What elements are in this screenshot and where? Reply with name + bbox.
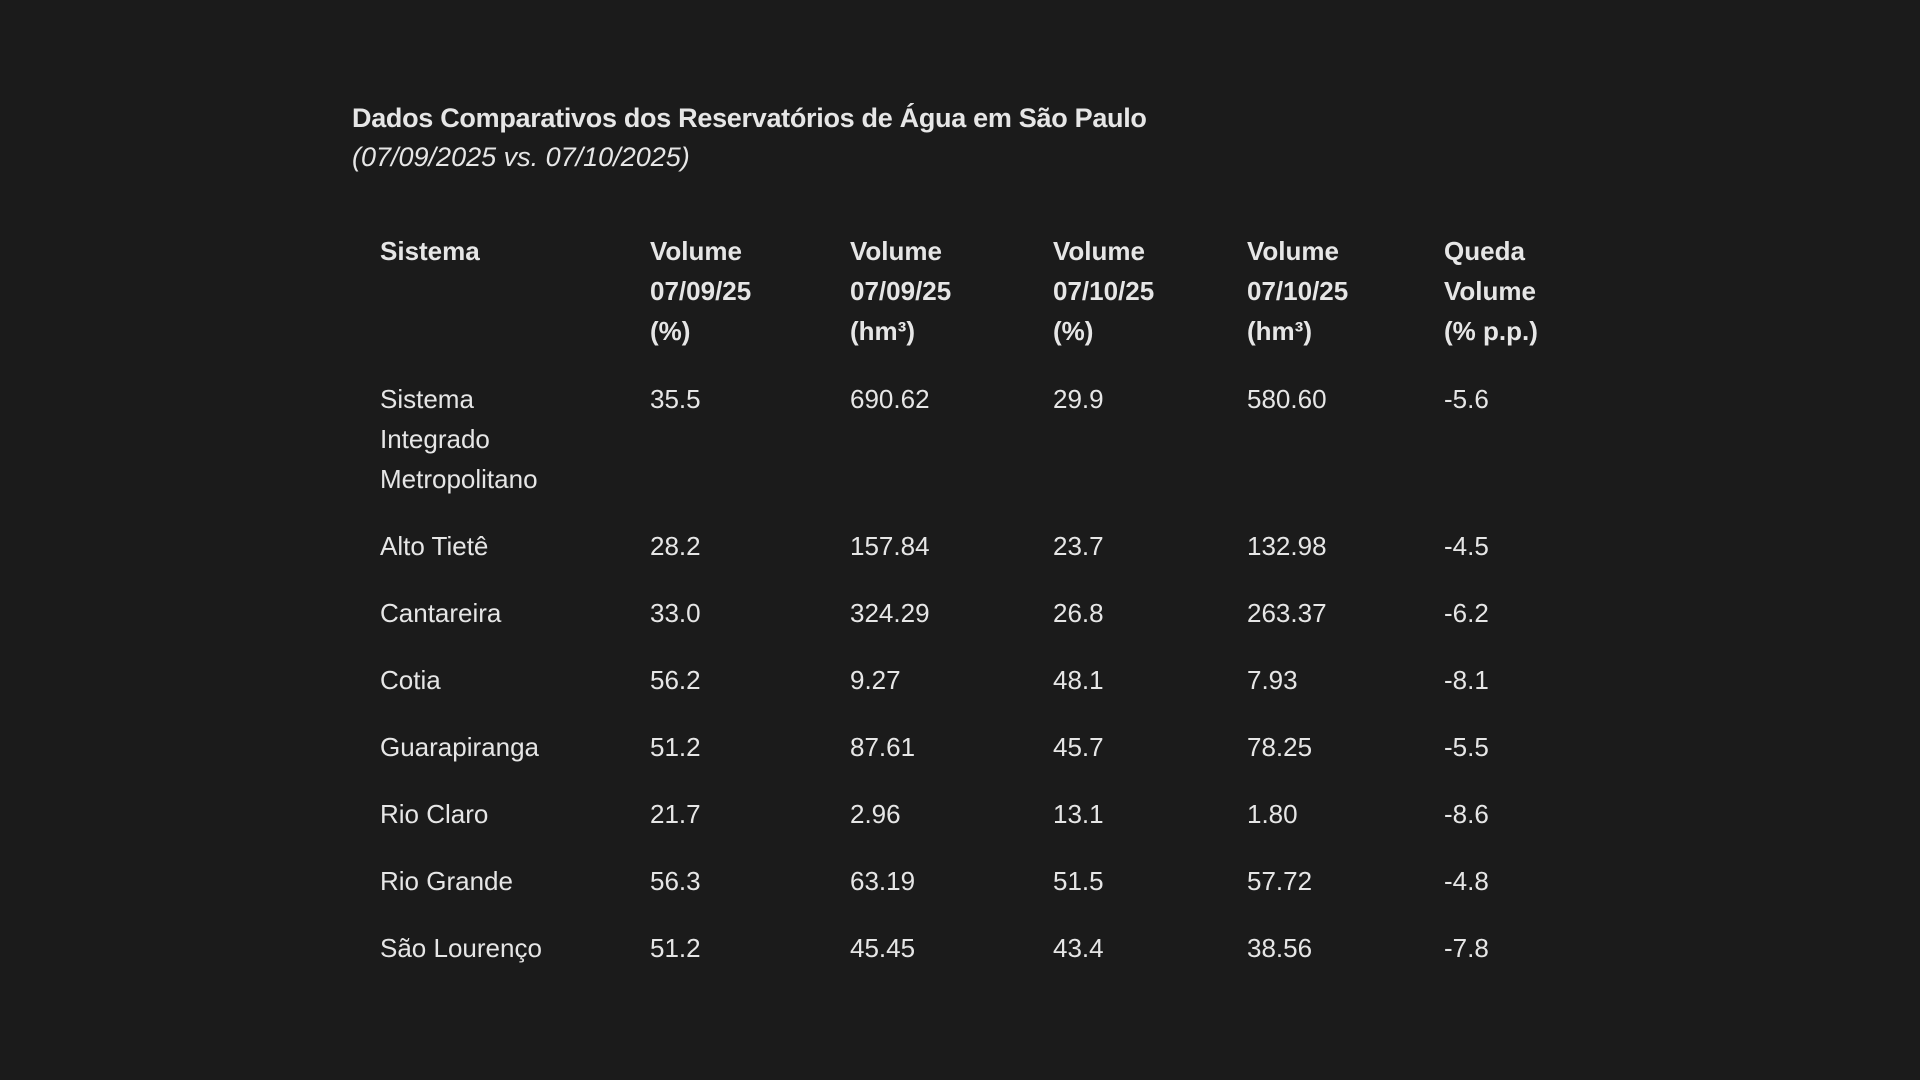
system-name: Cotia [380,665,441,695]
header-line: (% p.p.) [1444,316,1538,346]
system-name: Rio Claro [380,799,489,829]
column-header: Sistema [380,231,650,379]
cell: 21.7 [650,799,701,829]
cell: 38.56 [1247,933,1313,963]
header-line: Volume [850,236,942,266]
system-name: Sistema Integrado Metropolitano [380,384,538,494]
header-line: Sistema [380,236,480,266]
table-body: Sistema Integrado Metropolitano 35.5 690.6… [380,379,1604,995]
header-line: 07/10/25 [1247,276,1349,306]
cell: 29.9 [1053,384,1104,414]
cell: 48.1 [1053,665,1104,695]
cell: 7.93 [1247,665,1298,695]
cell: 57.72 [1247,866,1313,896]
table-row: Alto Tietê 28.2 157.84 23.7 132.98 -4.5 [380,526,1604,593]
cell: 9.27 [850,665,901,695]
column-header: Volume 07/09/25 (hm³) [850,231,1053,379]
cell: 45.45 [850,933,916,963]
cell: 87.61 [850,732,916,762]
cell: 56.3 [650,866,701,896]
cell: 45.7 [1053,732,1104,762]
cell: -8.6 [1444,799,1489,829]
data-table: Sistema Volume 07/09/25 (%) Volume 07/09/25 (h… [380,231,1604,995]
header-line: 07/10/25 [1053,276,1155,306]
cell: 51.2 [650,933,701,963]
cell: 51.5 [1053,866,1104,896]
cell: -4.5 [1444,531,1489,561]
cell: 1.80 [1247,799,1298,829]
cell: -5.5 [1444,732,1489,762]
cell: 580.60 [1247,384,1327,414]
cell: 2.96 [850,799,901,829]
header-row: Sistema Volume 07/09/25 (%) Volume 07/09/25 (h… [380,231,1604,379]
cell: 132.98 [1247,531,1327,561]
cell: 78.25 [1247,732,1313,762]
cell: -8.1 [1444,665,1489,695]
header-line: Volume [1247,236,1339,266]
system-name: São Lourenço [380,933,542,963]
header-line: (%) [650,316,691,346]
system-name: Rio Grande [380,866,513,896]
header-line: Volume [650,236,742,266]
cell: 35.5 [650,384,701,414]
column-header: Queda Volume (% p.p.) [1444,231,1604,379]
header-line: (hm³) [850,316,915,346]
system-name: Alto Tietê [380,531,489,561]
cell: 23.7 [1053,531,1104,561]
cell: 690.62 [850,384,930,414]
column-header: Volume 07/09/25 (%) [650,231,850,379]
cell: 43.4 [1053,933,1104,963]
cell: -6.2 [1444,598,1489,628]
system-name: Guarapiranga [380,732,539,762]
cell: 263.37 [1247,598,1327,628]
column-header: Volume 07/10/25 (hm³) [1247,231,1444,379]
cell: 324.29 [850,598,930,628]
cell: 28.2 [650,531,701,561]
cell: 26.8 [1053,598,1104,628]
table-row: Rio Claro 21.7 2.96 13.1 1.80 -8.6 [380,794,1604,861]
cell: 63.19 [850,866,916,896]
header-line: Queda [1444,236,1525,266]
header-line: (hm³) [1247,316,1312,346]
cell: 13.1 [1053,799,1104,829]
table-row: Guarapiranga 51.2 87.61 45.7 78.25 -5.5 [380,727,1604,794]
cell: -7.8 [1444,933,1489,963]
subtitle: (07/09/2025 vs. 07/10/2025) [352,142,690,172]
table-row: Rio Grande 56.3 63.19 51.5 57.72 -4.8 [380,861,1604,928]
table-row: Sistema Integrado Metropolitano 35.5 690.6… [380,379,1604,526]
column-header: Volume 07/10/25 (%) [1053,231,1247,379]
cell: 56.2 [650,665,701,695]
cell: 157.84 [850,531,930,561]
system-name: Cantareira [380,598,502,628]
table-row: São Lourenço 51.2 45.45 43.4 38.56 -7.8 [380,928,1604,995]
cell: 33.0 [650,598,701,628]
header-line: Volume [1444,276,1536,306]
header-line: 07/09/25 [850,276,952,306]
title: Dados Comparativos dos Reservatórios de … [352,103,1147,133]
header-line: Volume [1053,236,1145,266]
cell: 51.2 [650,732,701,762]
header-line: 07/09/25 [650,276,752,306]
cell: -4.8 [1444,866,1489,896]
table-row: Cotia 56.2 9.27 48.1 7.93 -8.1 [380,660,1604,727]
header-line: (%) [1053,316,1094,346]
cell: -5.6 [1444,384,1489,414]
table-row: Cantareira 33.0 324.29 26.8 263.37 -6.2 [380,593,1604,660]
